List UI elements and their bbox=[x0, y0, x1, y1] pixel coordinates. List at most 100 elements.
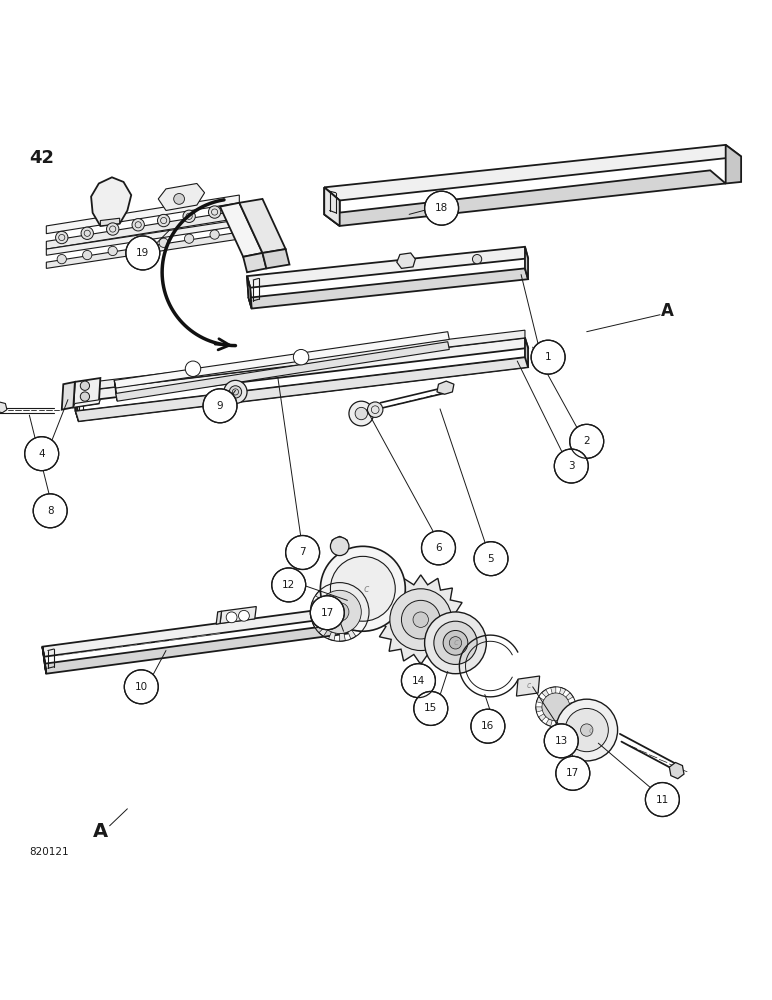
Polygon shape bbox=[247, 276, 252, 309]
Circle shape bbox=[83, 250, 92, 260]
Circle shape bbox=[210, 230, 219, 239]
Polygon shape bbox=[376, 575, 466, 664]
Circle shape bbox=[159, 238, 168, 247]
Circle shape bbox=[556, 699, 618, 761]
Polygon shape bbox=[550, 687, 556, 693]
Text: 12: 12 bbox=[282, 580, 296, 590]
Text: 16: 16 bbox=[481, 721, 495, 731]
Text: 14: 14 bbox=[411, 676, 425, 686]
Polygon shape bbox=[114, 332, 449, 388]
Text: 18: 18 bbox=[435, 203, 449, 213]
Polygon shape bbox=[669, 762, 684, 779]
Text: c: c bbox=[364, 584, 369, 594]
Polygon shape bbox=[516, 676, 540, 696]
Circle shape bbox=[434, 621, 477, 664]
Polygon shape bbox=[546, 719, 552, 726]
Text: 7: 7 bbox=[300, 547, 306, 557]
Polygon shape bbox=[42, 647, 46, 674]
Circle shape bbox=[414, 691, 448, 725]
Polygon shape bbox=[73, 400, 100, 407]
Circle shape bbox=[330, 603, 349, 621]
Text: 17: 17 bbox=[566, 768, 580, 778]
Circle shape bbox=[544, 724, 578, 758]
Polygon shape bbox=[357, 596, 367, 604]
Circle shape bbox=[157, 214, 170, 227]
Text: c: c bbox=[527, 681, 531, 690]
Circle shape bbox=[272, 568, 306, 602]
Polygon shape bbox=[323, 585, 331, 594]
Polygon shape bbox=[310, 612, 319, 618]
Polygon shape bbox=[560, 688, 566, 695]
Polygon shape bbox=[249, 268, 528, 309]
Circle shape bbox=[208, 206, 221, 218]
Circle shape bbox=[185, 361, 201, 376]
Text: 19: 19 bbox=[136, 248, 150, 258]
Circle shape bbox=[474, 542, 508, 576]
Polygon shape bbox=[525, 247, 528, 279]
Polygon shape bbox=[62, 382, 75, 410]
Text: 17: 17 bbox=[320, 608, 334, 618]
Polygon shape bbox=[239, 199, 286, 253]
Circle shape bbox=[570, 424, 604, 458]
Circle shape bbox=[565, 708, 608, 752]
Circle shape bbox=[443, 630, 468, 655]
Text: 13: 13 bbox=[554, 736, 568, 746]
Circle shape bbox=[318, 590, 361, 634]
Circle shape bbox=[531, 340, 565, 374]
Circle shape bbox=[33, 494, 67, 528]
Circle shape bbox=[320, 546, 405, 631]
Polygon shape bbox=[324, 187, 340, 226]
Text: 9: 9 bbox=[217, 401, 223, 411]
Circle shape bbox=[449, 637, 462, 649]
Circle shape bbox=[390, 589, 452, 651]
Text: A: A bbox=[662, 302, 674, 320]
Circle shape bbox=[413, 612, 428, 627]
Circle shape bbox=[293, 349, 309, 365]
Circle shape bbox=[132, 219, 144, 231]
Polygon shape bbox=[566, 693, 574, 700]
Circle shape bbox=[556, 756, 590, 790]
Polygon shape bbox=[0, 402, 7, 413]
Text: 820121: 820121 bbox=[29, 847, 69, 857]
Polygon shape bbox=[73, 330, 525, 392]
Polygon shape bbox=[114, 380, 117, 401]
Polygon shape bbox=[76, 357, 528, 421]
Circle shape bbox=[229, 386, 242, 398]
Circle shape bbox=[56, 231, 68, 244]
Circle shape bbox=[57, 255, 66, 264]
Polygon shape bbox=[360, 616, 368, 623]
Circle shape bbox=[349, 401, 374, 426]
Polygon shape bbox=[361, 606, 369, 612]
Text: 11: 11 bbox=[655, 795, 669, 805]
Polygon shape bbox=[46, 220, 239, 255]
Circle shape bbox=[471, 709, 505, 743]
Circle shape bbox=[124, 670, 158, 704]
Polygon shape bbox=[334, 583, 340, 591]
Polygon shape bbox=[247, 276, 252, 309]
Polygon shape bbox=[220, 607, 256, 624]
Polygon shape bbox=[313, 620, 322, 628]
Polygon shape bbox=[344, 583, 351, 592]
Circle shape bbox=[203, 389, 237, 423]
Polygon shape bbox=[569, 702, 576, 707]
Circle shape bbox=[581, 724, 593, 736]
Circle shape bbox=[224, 380, 247, 404]
Circle shape bbox=[401, 600, 440, 639]
Circle shape bbox=[472, 255, 482, 264]
Polygon shape bbox=[542, 690, 549, 697]
Polygon shape bbox=[247, 247, 528, 288]
Polygon shape bbox=[262, 249, 290, 268]
Circle shape bbox=[126, 236, 160, 270]
Polygon shape bbox=[42, 607, 345, 657]
Polygon shape bbox=[46, 195, 239, 234]
Circle shape bbox=[286, 536, 320, 569]
Polygon shape bbox=[243, 253, 266, 272]
Circle shape bbox=[183, 210, 195, 222]
Polygon shape bbox=[324, 170, 726, 226]
Circle shape bbox=[554, 449, 588, 483]
Text: A: A bbox=[93, 822, 108, 841]
Polygon shape bbox=[525, 338, 528, 367]
Circle shape bbox=[542, 693, 570, 721]
Circle shape bbox=[185, 234, 194, 243]
Circle shape bbox=[239, 610, 249, 621]
